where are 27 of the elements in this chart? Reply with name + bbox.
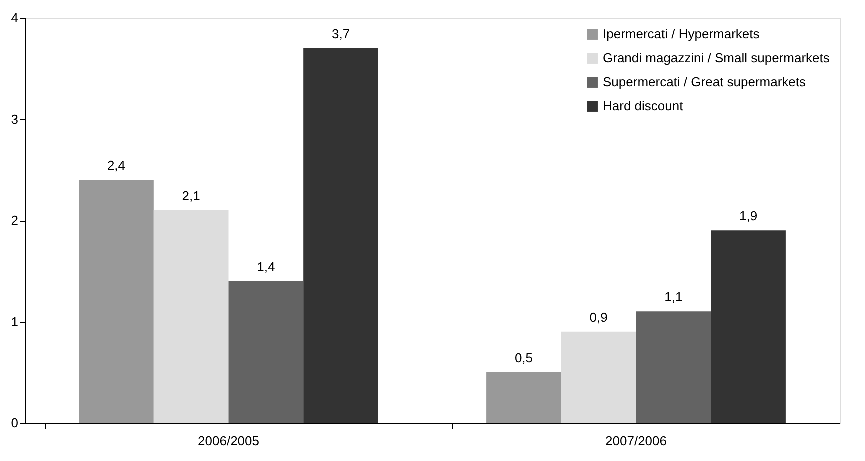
bar bbox=[304, 48, 378, 423]
bar bbox=[154, 210, 229, 423]
bar bbox=[636, 312, 712, 423]
legend-label: Grandi magazzini / Small supermarkets bbox=[603, 50, 830, 66]
data-label: 3,7 bbox=[332, 26, 350, 42]
bar bbox=[711, 230, 786, 423]
bar bbox=[486, 372, 562, 423]
legend-label: Ipermercati / Hypermarkets bbox=[603, 26, 760, 42]
data-label: 2,4 bbox=[107, 158, 126, 173]
x-tick-label: 2007/2006 bbox=[606, 434, 667, 448]
y-tick-label: 3 bbox=[11, 112, 18, 127]
x-tick-label: 2006/2005 bbox=[198, 434, 260, 448]
data-label: 0,9 bbox=[590, 310, 608, 325]
data-label: 2,1 bbox=[182, 188, 200, 204]
y-tick-label: 4 bbox=[11, 10, 18, 26]
bar bbox=[561, 332, 636, 423]
y-tick-label: 1 bbox=[11, 314, 18, 330]
data-label: 1,9 bbox=[739, 208, 758, 224]
bar bbox=[228, 281, 304, 423]
legend-label: Hard discount bbox=[603, 98, 684, 114]
y-tick-label: 0 bbox=[11, 416, 18, 430]
legend-label: Supermercati / Great supermarkets bbox=[603, 74, 807, 90]
y-tick-label: 2 bbox=[11, 213, 18, 228]
data-label: 1,1 bbox=[664, 290, 683, 305]
data-label: 1,4 bbox=[257, 259, 276, 274]
data-label: 0,5 bbox=[514, 350, 534, 366]
bar bbox=[79, 180, 154, 423]
